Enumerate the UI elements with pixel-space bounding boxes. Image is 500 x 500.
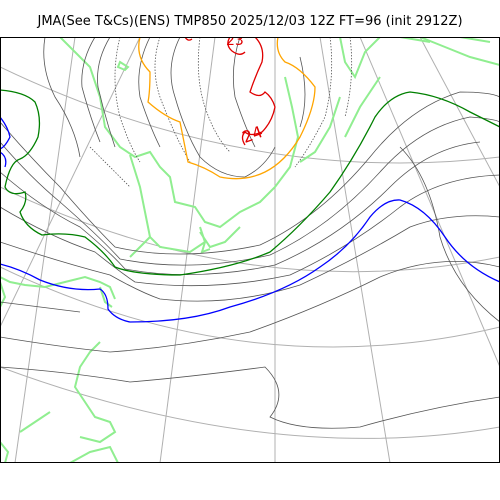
- meridian-line: [319, 37, 391, 463]
- coastline: [99, 286, 113, 308]
- contour-line: [81, 37, 101, 143]
- contour-line: [0, 141, 481, 276]
- contour-label: 23: [226, 37, 244, 49]
- map-title: JMA(See T&Cs)(ENS) TMP850 2025/12/03 12Z…: [37, 14, 463, 29]
- dotted-contour-line: [344, 37, 353, 118]
- orange-isotherm: [138, 37, 316, 180]
- coastline: [199, 226, 211, 254]
- meridian-line: [0, 37, 141, 328]
- dotted-contour-line: [154, 37, 191, 163]
- parallel-line: [0, 266, 500, 348]
- contour-line: [0, 174, 500, 287]
- meridian-line: [159, 37, 216, 463]
- green-isotherm: [0, 89, 500, 276]
- contour-line: [43, 37, 81, 158]
- isotherm-contours: [0, 37, 500, 429]
- dotted-contours: [89, 37, 353, 188]
- dotted-contour-line: [197, 37, 231, 153]
- coastline: [339, 37, 381, 80]
- contour-line: [0, 91, 500, 255]
- contour-line: [0, 261, 500, 353]
- contour-line: [299, 56, 306, 128]
- contour-line: [0, 215, 500, 302]
- contour-line: [170, 37, 276, 178]
- coastline: [199, 226, 241, 249]
- graticule: [0, 37, 500, 463]
- coastline: [419, 37, 500, 66]
- parallel-line: [0, 186, 500, 273]
- weather-map: 23 24: [0, 37, 500, 463]
- parallel-line: [0, 66, 500, 164]
- meridian-line: [14, 37, 76, 463]
- meridian-line: [419, 37, 500, 188]
- dotted-contour-line: [114, 37, 141, 163]
- dotted-contour-line: [294, 37, 333, 168]
- coastlines: [0, 37, 500, 463]
- contour-line: [97, 37, 116, 148]
- contour-line: [0, 301, 81, 313]
- coastline: [116, 60, 130, 72]
- contour-line: [138, 37, 161, 148]
- meridian-line: [359, 37, 500, 368]
- coastline: [299, 96, 341, 163]
- coastline: [19, 411, 51, 433]
- coastline: [344, 76, 381, 138]
- contour-line: [0, 116, 500, 266]
- coastline: [59, 37, 300, 229]
- map-svg: 23 24: [0, 37, 500, 463]
- blue-isotherm: [0, 151, 7, 168]
- red-isotherm: [227, 37, 276, 146]
- coastline: [0, 281, 7, 308]
- parallel-line: [0, 366, 500, 439]
- contour-line: [0, 366, 500, 429]
- coastline: [0, 441, 10, 463]
- map-frame: [0, 37, 500, 463]
- coastline: [73, 341, 117, 444]
- dotted-contour-line: [89, 146, 131, 188]
- coastline: [0, 275, 116, 300]
- contour-line: [399, 146, 500, 323]
- blue-isotherm: [0, 116, 11, 150]
- coastline: [69, 445, 119, 463]
- blue-isotherm: [0, 199, 500, 323]
- coastline: [129, 236, 151, 258]
- blue-isotherms: [0, 116, 500, 323]
